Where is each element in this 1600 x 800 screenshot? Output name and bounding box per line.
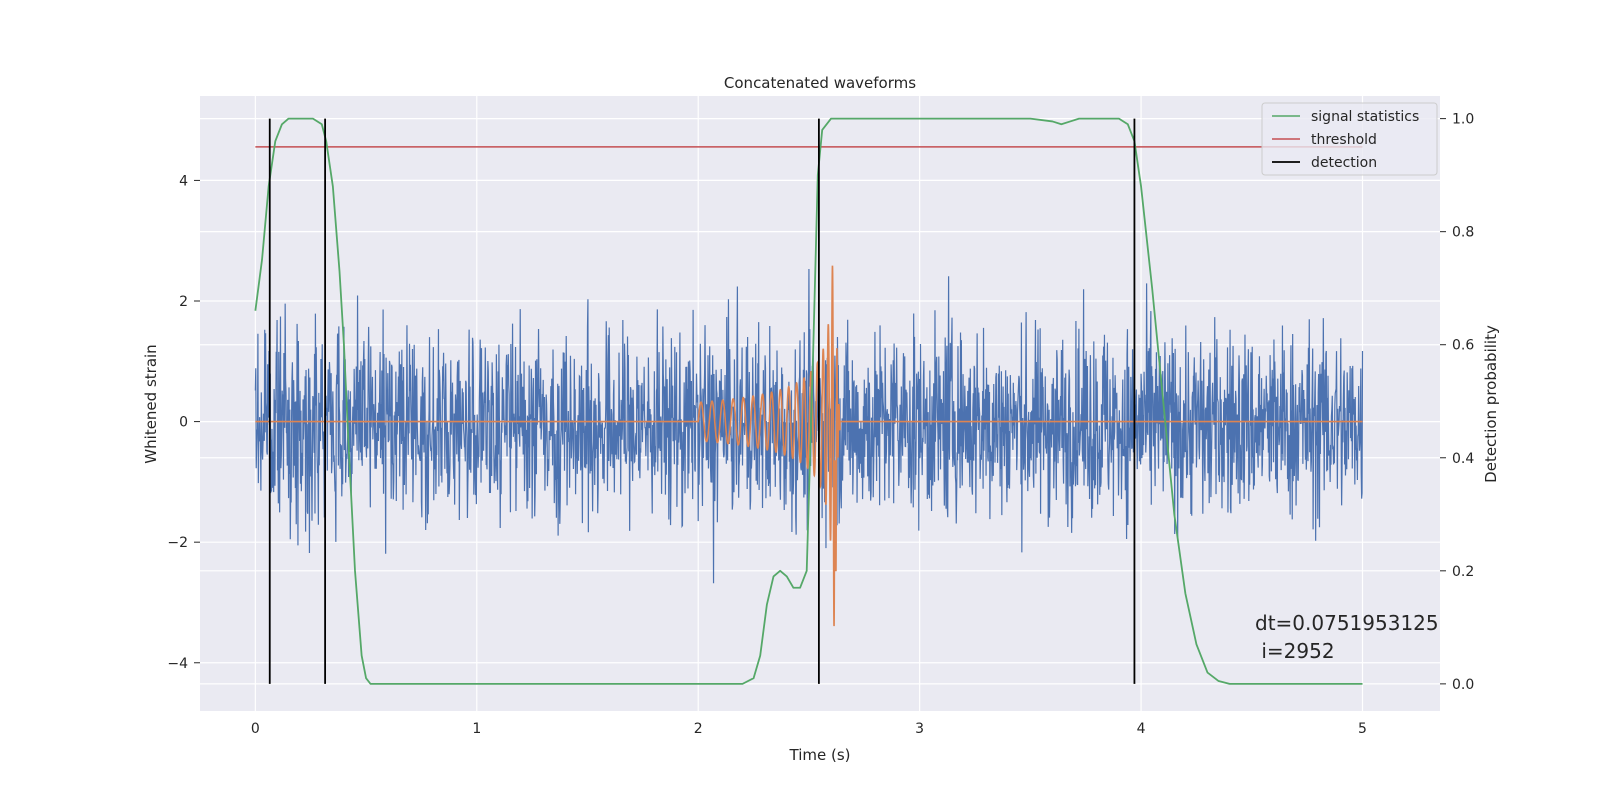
waveform-series (255, 265, 1363, 627)
annotation-dt: dt=0.0751953125 (1255, 611, 1439, 635)
y-right-tick-label: 0.6 (1452, 338, 1474, 354)
legend-label-threshold: threshold (1311, 132, 1377, 148)
x-tick-label: 5 (1358, 721, 1367, 737)
plot-area (254, 117, 1364, 685)
y-axis-label: Whitened strain (142, 344, 160, 463)
signal-statistics-series (254, 117, 1363, 685)
axes: 0 1 2 3 4 5 −4 −2 0 2 4 0.0 0.2 0.4 0.6 0.8 1.0 (167, 112, 1474, 737)
x-tick-label: 2 (694, 721, 703, 737)
x-tick-label: 4 (1137, 721, 1146, 737)
legend-box (1261, 102, 1438, 176)
chart-title: Concatenated waveforms (724, 74, 916, 92)
y-tick-label: −4 (167, 656, 188, 672)
legend-label-detection: detection (1311, 155, 1377, 171)
y-right-tick-label: 0.8 (1452, 225, 1474, 241)
legend-label-signal-statistics: signal statistics (1311, 109, 1419, 125)
y-right-tick-label: 1.0 (1452, 112, 1474, 128)
annotation-index: i=2952 (1255, 639, 1335, 663)
y-tick-label: 0 (179, 415, 188, 431)
x-tick-label: 3 (915, 721, 924, 737)
x-tick-label: 1 (472, 721, 481, 737)
noise-series (254, 268, 1364, 584)
y-right-tick-label: 0.4 (1452, 451, 1474, 467)
y-axis-right-label: Detection probability (1482, 325, 1500, 483)
y-right-tick-label: 0.0 (1452, 677, 1474, 693)
gridlines (200, 96, 1440, 711)
y-right-tick-label: 0.2 (1452, 564, 1474, 580)
y-tick-label: 4 (179, 173, 188, 189)
y-tick-label: −2 (167, 535, 188, 551)
x-tick-label: 0 (251, 721, 260, 737)
y-tick-label: 2 (179, 294, 188, 310)
x-axis-label: Time (s) (789, 746, 851, 764)
legend: signal statistics threshold detection (1261, 102, 1438, 176)
